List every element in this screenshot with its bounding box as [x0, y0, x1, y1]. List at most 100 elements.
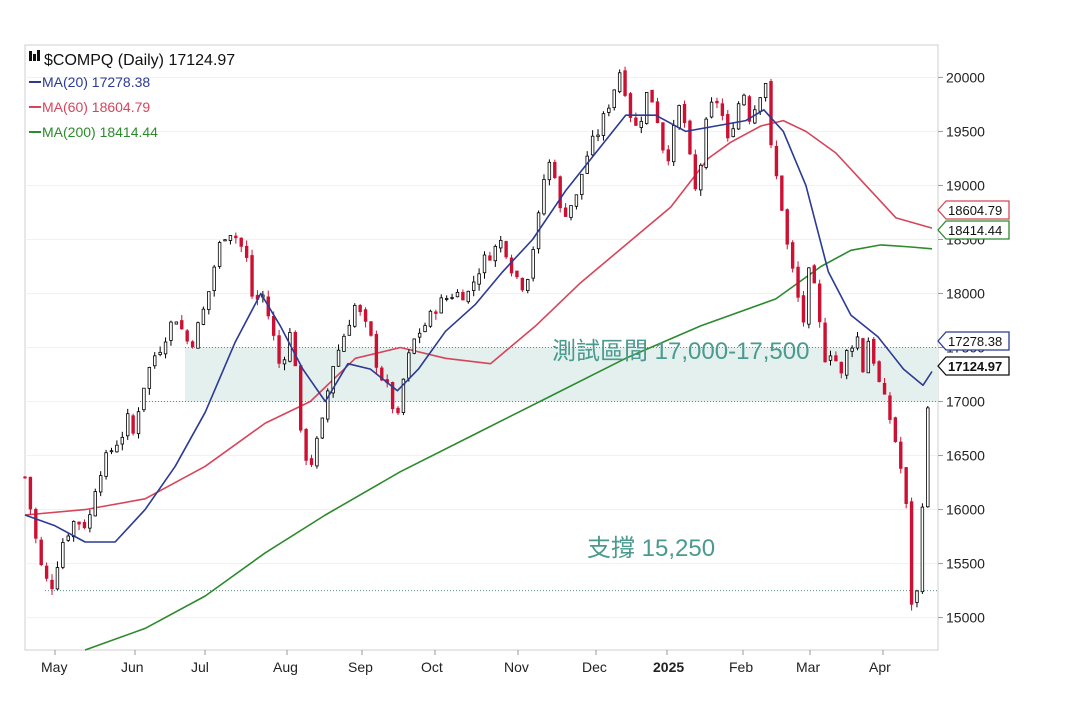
candle-body [131, 415, 135, 434]
y-tick-label: 18000 [946, 285, 985, 301]
x-month-label: Sep [348, 659, 373, 675]
candle-body [601, 113, 606, 136]
candle-body [331, 366, 335, 394]
candle-body [98, 475, 103, 493]
candle-body [855, 336, 860, 349]
candle-body [369, 321, 373, 336]
tag-last-box [937, 356, 1010, 376]
candle-body [888, 395, 892, 420]
test-zone [45, 347, 938, 592]
y-tick-label: 15500 [946, 556, 985, 572]
candle-body [82, 522, 87, 529]
candle-body [531, 249, 535, 279]
candle-body [201, 308, 206, 325]
candle-body [796, 266, 800, 298]
candle-body [50, 579, 54, 590]
candle-body [574, 194, 579, 207]
candle-body [839, 361, 843, 374]
candle-body [677, 105, 681, 129]
candle-body [153, 355, 157, 367]
candle-body [228, 235, 233, 241]
x-month-label: May [41, 659, 67, 675]
candle-body [877, 361, 881, 382]
ma60-line [24, 119, 933, 516]
x-month-label: Feb [729, 659, 753, 675]
candle-body [580, 173, 584, 195]
candle-body [882, 382, 887, 395]
candle-body [515, 270, 519, 278]
x-month-label: Nov [504, 659, 529, 675]
candle-body [55, 567, 60, 590]
candle-body [893, 417, 898, 443]
candle-body [672, 125, 676, 163]
candle-body [774, 145, 779, 177]
candle-body [115, 444, 119, 453]
y-tick-label: 16500 [946, 448, 985, 464]
candle-body [396, 407, 400, 414]
candle-body [66, 535, 70, 541]
candle-body [315, 437, 319, 467]
candle-body [207, 291, 211, 310]
y-tick-label: 19000 [946, 177, 985, 193]
candle-body [244, 245, 249, 258]
candle-body [299, 365, 303, 431]
candle-body [650, 89, 654, 103]
candle-body [520, 277, 525, 291]
legend-ma60: MA(60) 18604.79 [42, 99, 150, 115]
x-axis-months: May Jun Jul Aug Sep Oct Nov Dec 2025 Feb Mar Apr [41, 650, 891, 675]
candle-body [655, 101, 660, 124]
candle-body [450, 297, 454, 299]
y-tick-label: 17000 [946, 394, 985, 410]
candle-body [699, 164, 703, 191]
y-tick-label: 19500 [946, 123, 985, 139]
candle-body [866, 340, 871, 374]
candle-body [212, 266, 216, 291]
candle-body [526, 279, 530, 291]
candle-body [704, 118, 708, 168]
candle-body [163, 341, 168, 355]
candle-body [444, 298, 449, 300]
candle-body [785, 209, 789, 245]
candle-body [845, 350, 849, 376]
candle-body [180, 320, 184, 330]
candle-body [596, 134, 600, 138]
candle-body [434, 311, 438, 314]
zone-annotation: 測試區間 17,000-17,500 [552, 338, 809, 365]
candle-body [612, 89, 616, 108]
x-month-label: Mar [796, 659, 820, 675]
candle-body [828, 355, 833, 361]
candle-body [504, 241, 508, 258]
tag-ma60-box [937, 200, 1010, 220]
candle-body [217, 242, 222, 267]
candle-body [666, 149, 671, 162]
legend-ma200: MA(200) 18414.44 [42, 124, 158, 140]
candle-body [817, 283, 822, 323]
candle-body [77, 521, 81, 525]
candle-body [466, 290, 470, 303]
tag-ma200-box [937, 220, 1010, 240]
candle-body [461, 292, 465, 301]
candle-body [590, 135, 595, 156]
candle-body [455, 291, 460, 298]
candle-body [196, 322, 200, 349]
candle-body [553, 161, 557, 178]
x-month-label: Apr [869, 659, 891, 675]
candle-body [250, 255, 254, 297]
candle-body [336, 349, 341, 367]
candle-body [136, 411, 141, 435]
candle-body [688, 120, 692, 155]
x-month-label: 2025 [653, 659, 684, 675]
x-month-label: Jun [121, 659, 144, 675]
candle-body [380, 367, 384, 381]
candle-body [309, 458, 314, 465]
candle-body [93, 491, 97, 517]
candle-body [271, 315, 276, 336]
tag-last: 17124.97 [937, 356, 1010, 376]
candle-body [726, 114, 730, 139]
candle-body [780, 175, 784, 211]
legend: $COMPQ (Daily) 17124.97 MA(20) 17278.38 … [29, 50, 235, 140]
candle-body [174, 321, 179, 325]
candle-body [169, 321, 173, 341]
candle-body [682, 103, 687, 124]
candle-body [769, 81, 773, 146]
